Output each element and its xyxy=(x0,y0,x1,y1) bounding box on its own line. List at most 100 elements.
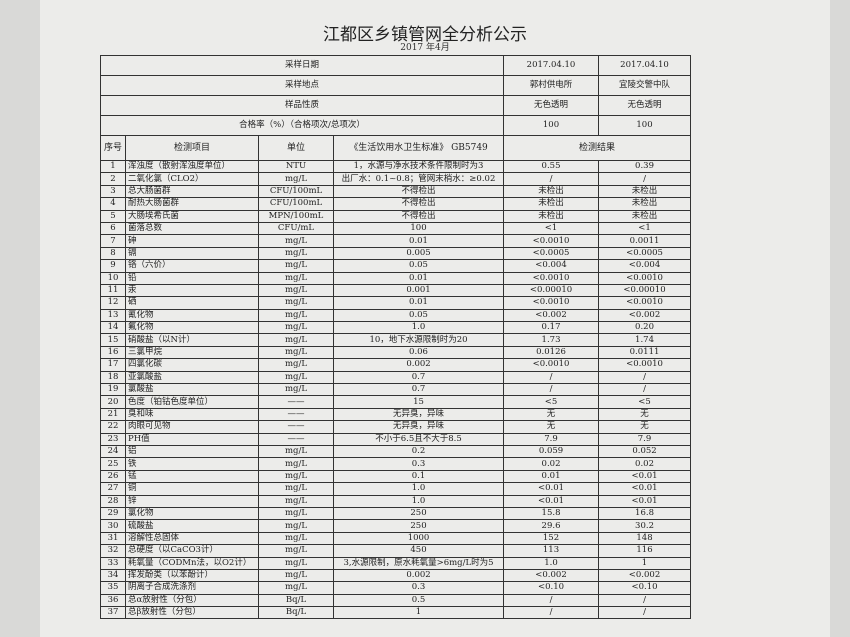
cell: <0.01 xyxy=(598,482,692,496)
cell: 锰 xyxy=(125,469,259,484)
cell: 臭和味 xyxy=(125,407,259,422)
cell: 无 xyxy=(598,407,692,422)
cell: / xyxy=(503,383,600,397)
cell: / xyxy=(503,606,600,620)
data-row: 14 氟化物 mg/L 1.0 0.17 0.20 xyxy=(100,321,692,335)
cell: 15.8 xyxy=(503,506,600,521)
cell: mg/L xyxy=(258,544,334,558)
cell: 汞 xyxy=(125,283,259,298)
column-header: 单位 xyxy=(258,135,334,161)
cell: 1.73 xyxy=(503,333,600,347)
cell: 148 xyxy=(598,531,692,546)
cell: 1，水源与净水技术条件限制时为3 xyxy=(332,159,505,174)
cell: <0.01 xyxy=(598,494,692,508)
cell: 氯酸盐 xyxy=(125,383,259,397)
cell: mg/L xyxy=(258,469,334,484)
cell: 1.0 xyxy=(332,321,505,335)
cell: 总β放射性（分包） xyxy=(125,606,259,620)
cell: 肉眼可见物 xyxy=(125,420,259,434)
column-header: 检测项目 xyxy=(125,135,259,161)
cell: <0.10 xyxy=(503,581,600,595)
cell: 色度（铂钴色度单位） xyxy=(125,395,259,409)
cell: 0.7 xyxy=(332,370,505,385)
column-header-row: 序号 检测项目 单位 《生活饮用水卫生标准》 GB5749 检测结果 xyxy=(100,135,692,161)
data-row: 36 总α放射性（分包） Bq/L 0.5// xyxy=(100,593,692,608)
cell: <0.002 xyxy=(598,568,692,583)
cell: 152 xyxy=(503,531,600,546)
cell: <0.0010 xyxy=(503,296,600,310)
cell: 27 xyxy=(100,482,126,496)
cell: / xyxy=(598,370,692,385)
cell: mg/L xyxy=(258,358,334,372)
cell: / xyxy=(503,370,600,385)
info-label: 合格率（%）（合格项次/总项次） xyxy=(99,115,505,136)
cell: mg/L xyxy=(258,568,334,583)
cell: —— xyxy=(258,407,334,422)
cell: 10，地下水源限制时为20 xyxy=(332,333,505,347)
info-value: 2017.04.10 xyxy=(503,55,600,76)
data-row: 18 亚氯酸盐 mg/L 0.7// xyxy=(100,370,692,385)
cell: mg/L xyxy=(258,444,334,459)
cell: 氰化物 xyxy=(125,308,259,323)
cell: 出厂水：0.1~0.8；管网末梢水：≥0.02 xyxy=(332,172,505,186)
cell: 未检出 xyxy=(598,184,692,199)
info-label: 采样地点 xyxy=(99,75,505,96)
cell: mg/L xyxy=(258,556,334,570)
cell: 16.8 xyxy=(598,506,692,521)
cell: / xyxy=(598,172,692,186)
cell: mg/L xyxy=(258,531,334,546)
cell: 硫酸盐 xyxy=(125,519,259,533)
cell: MPN/100mL xyxy=(258,209,334,223)
cell: 0.3 xyxy=(332,581,505,595)
cell: 1.74 xyxy=(598,333,692,347)
cell: 7.9 xyxy=(598,432,692,447)
cell: 不小于6.5且不大于8.5 xyxy=(332,432,505,447)
cell: 0.2 xyxy=(332,444,505,459)
cell: 116 xyxy=(598,544,692,558)
cell: 0.17 xyxy=(503,321,600,335)
cell: 硒 xyxy=(125,296,259,310)
cell: 0.002 xyxy=(332,358,505,372)
cell: mg/L xyxy=(258,271,334,285)
cell: mg/L xyxy=(258,283,334,298)
cell: 6 xyxy=(100,221,126,236)
cell: / xyxy=(598,593,692,608)
cell: 0.7 xyxy=(332,383,505,397)
cell: 0.001 xyxy=(332,283,505,298)
cell: 耗氧量（CODMn法，以O2计） xyxy=(125,556,259,570)
data-row: 4 耐热大肠菌群 CFU/100mL 不得检出 未检出 未检出 xyxy=(100,197,692,211)
data-row: 30 硫酸盐 mg/L 250 29.6 30.2 xyxy=(100,519,692,533)
cell: mg/L xyxy=(258,308,334,323)
cell: 32 xyxy=(100,544,126,558)
data-row: 13 氰化物 mg/L 0.05 <0.002 <0.002 xyxy=(100,308,692,323)
cell: <0.0005 xyxy=(598,246,692,261)
info-label: 采样日期 xyxy=(99,55,505,76)
cell: 铬（六价） xyxy=(125,259,259,273)
cell: 8 xyxy=(100,246,126,261)
cell: 29 xyxy=(100,506,126,521)
data-row: 3 总大肠菌群 CFU/100mL 不得检出 未检出 未检出 xyxy=(100,184,692,199)
data-row: 26 锰 mg/L 0.1 0.01 <0.01 xyxy=(100,469,692,484)
cell: <5 xyxy=(598,395,692,409)
cell: 3,水源限制，原水耗氧量>6mg/L时为5 xyxy=(332,556,505,570)
info-row: 合格率（%）（合格项次/总项次） 100 100 xyxy=(99,115,692,136)
cell: PH值 xyxy=(125,432,259,447)
cell: mg/L xyxy=(258,333,334,347)
cell: 0.05 xyxy=(332,308,505,323)
cell: <0.0010 xyxy=(503,358,600,372)
cell: 1.0 xyxy=(503,556,600,570)
info-value: 无色透明 xyxy=(598,95,692,116)
cell: 0.0111 xyxy=(598,345,692,360)
cell: 35 xyxy=(100,581,126,595)
data-row: 31 溶解性总固体 mg/L 1000 152 148 xyxy=(100,531,692,546)
cell: 22 xyxy=(100,420,126,434)
data-row: 6 菌落总数 CFU/mL 100 <1 <1 xyxy=(100,221,692,236)
cell: CFU/100mL xyxy=(258,197,334,211)
data-row: 34 挥发酚类（以苯酚计） mg/L 0.002 <0.002 <0.002 xyxy=(100,568,692,583)
cell: 0.01 xyxy=(332,296,505,310)
cell: 13 xyxy=(100,308,126,323)
column-header: 《生活饮用水卫生标准》 GB5749 xyxy=(332,135,505,161)
cell: 5 xyxy=(100,209,126,223)
cell: 砷 xyxy=(125,234,259,248)
cell: 24 xyxy=(100,444,126,459)
